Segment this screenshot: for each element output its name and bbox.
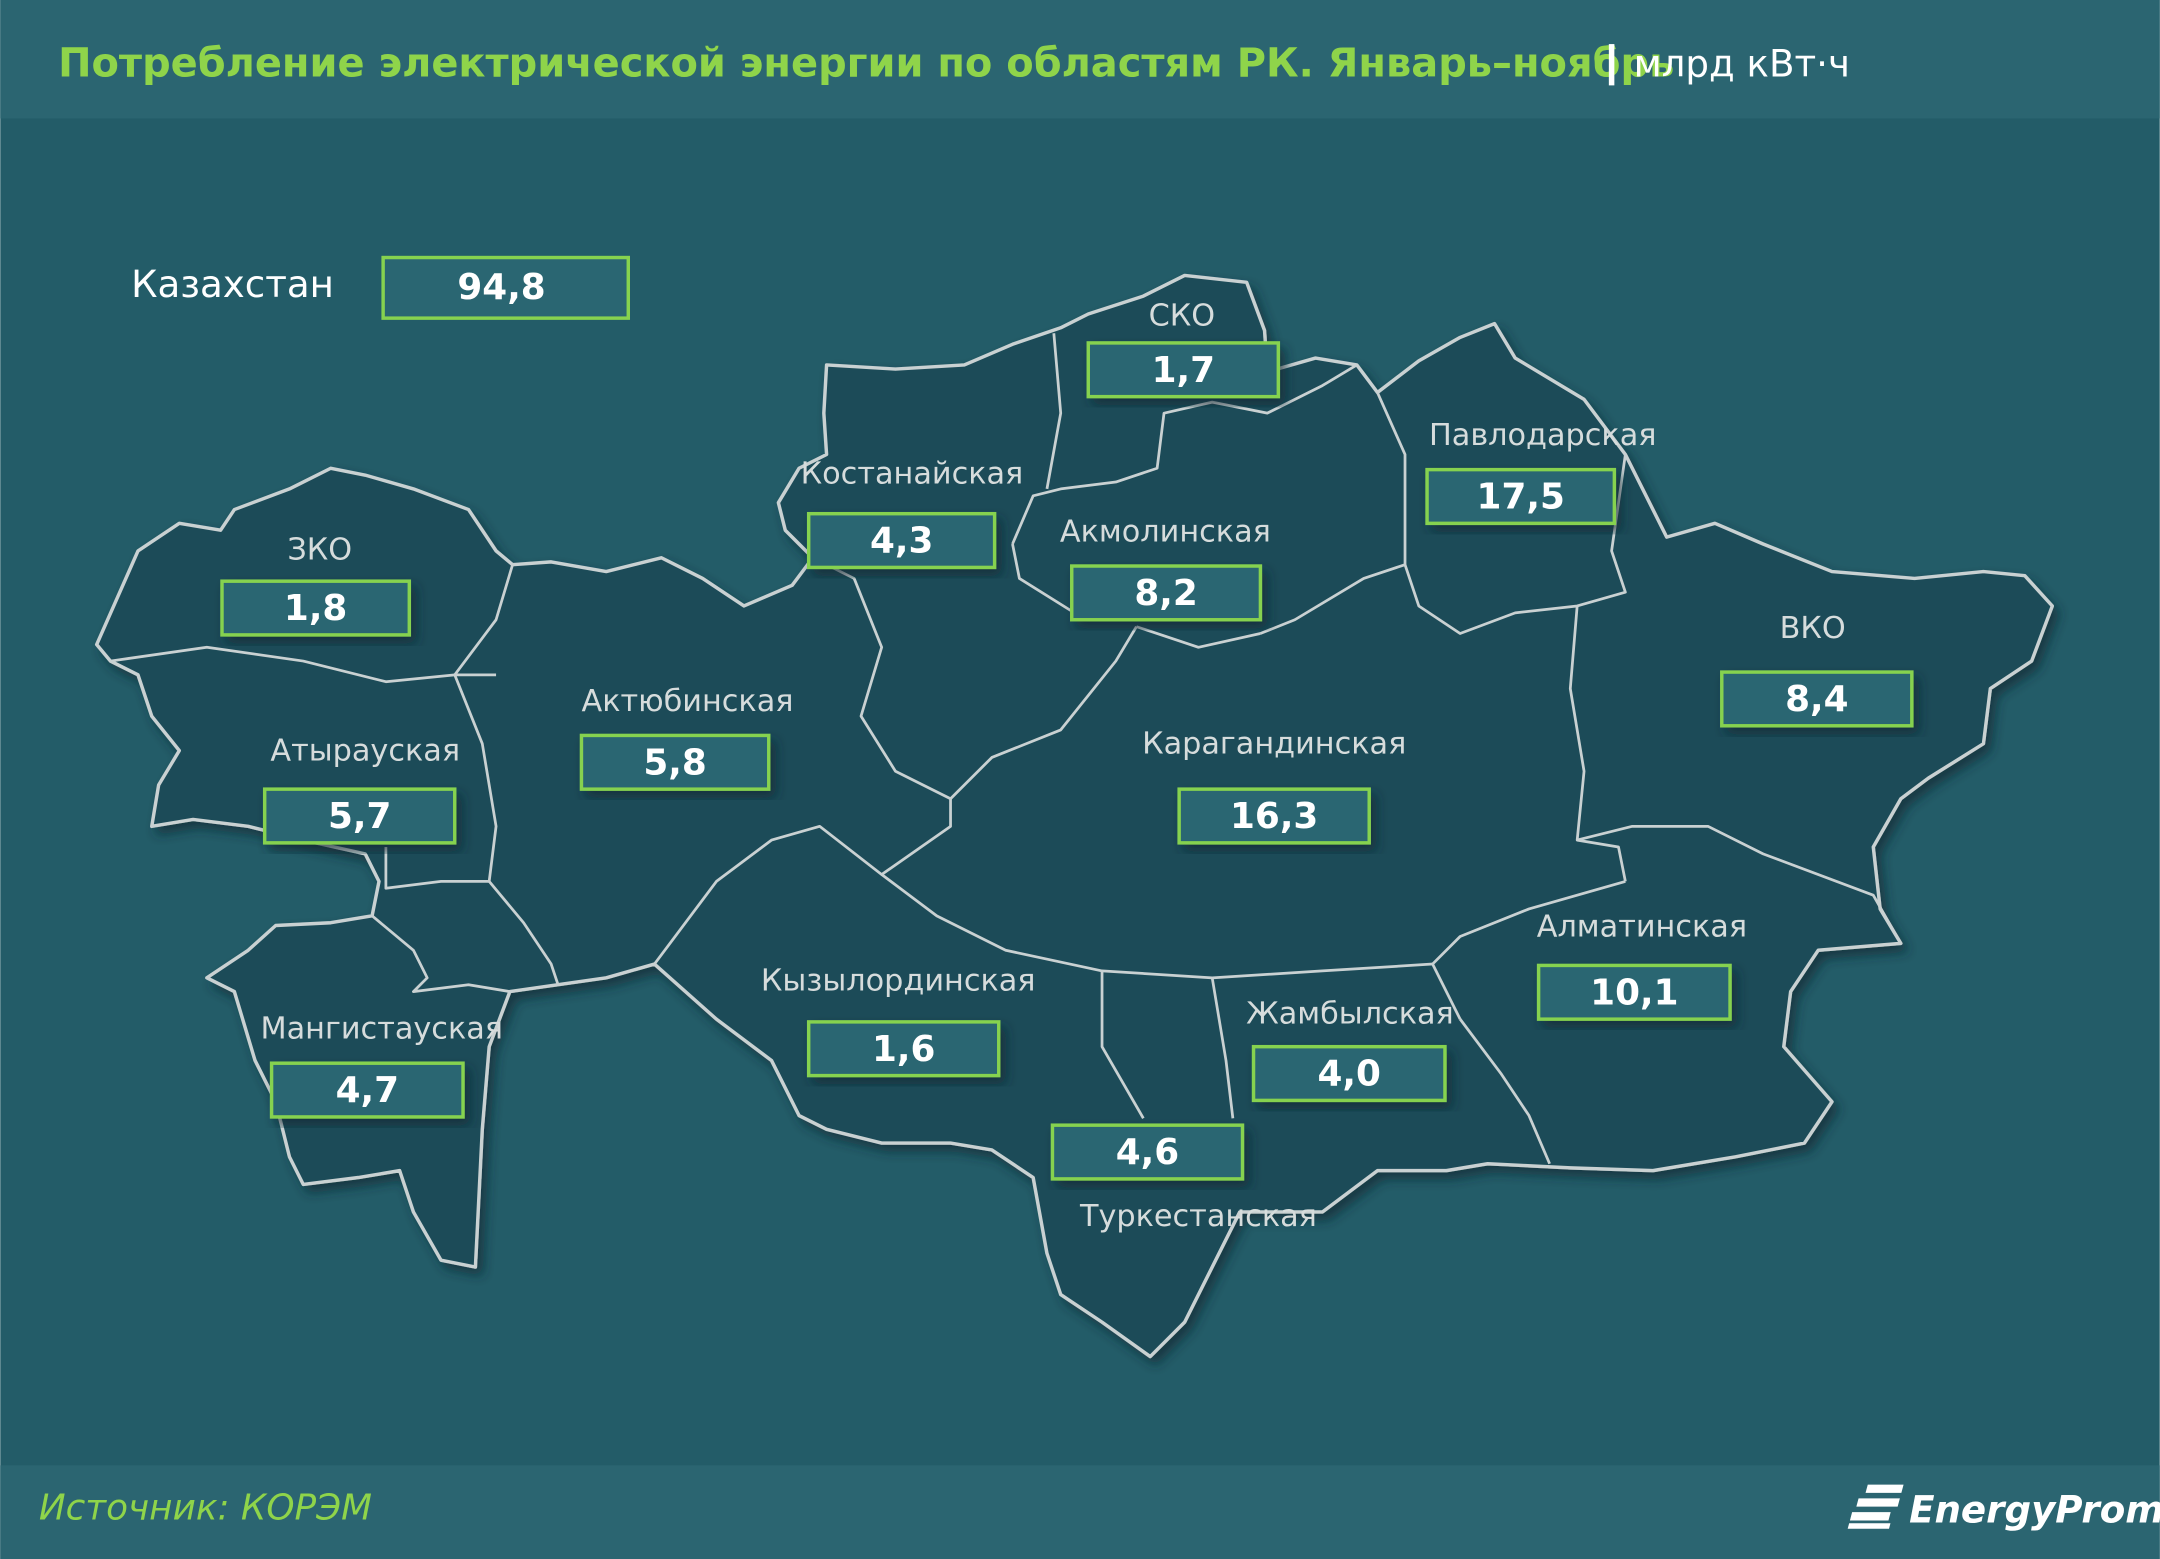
region-border xyxy=(1259,391,1407,635)
region-border xyxy=(1011,363,1358,545)
region-value: 1,6 xyxy=(872,1029,935,1070)
value-box xyxy=(1177,787,1371,845)
region-border xyxy=(1431,880,1626,1020)
region-border xyxy=(1011,543,1076,615)
value-box xyxy=(1536,963,1732,1021)
region-border xyxy=(1136,625,1261,649)
region-value: 5,7 xyxy=(328,796,391,837)
region-border xyxy=(384,846,490,890)
value-box xyxy=(269,1061,465,1119)
logo-text: EnergyProm xyxy=(1909,1488,2160,1532)
footer-band xyxy=(0,1465,2160,1559)
logo-bar xyxy=(1856,1498,1900,1507)
region-border xyxy=(1568,605,1627,882)
region-label: Павлодарская xyxy=(1429,418,1656,453)
region-value: 5,8 xyxy=(643,742,706,783)
region-labels: СКО 1,7 Павлодарская 17,5 Костанайская 4,3 Акм… xyxy=(220,298,1914,1234)
region-value: 4,0 xyxy=(1318,1054,1381,1095)
value-box xyxy=(806,1020,1001,1078)
value-box xyxy=(1070,564,1263,622)
region-value: 8,4 xyxy=(1785,679,1848,720)
value-box xyxy=(1425,467,1617,526)
region-value: 16,3 xyxy=(1230,796,1318,837)
region-label: СКО xyxy=(1149,298,1215,333)
country-map xyxy=(94,273,2055,1359)
country-outline xyxy=(94,273,2055,1359)
region-border xyxy=(653,798,952,965)
total-label: Казахстан xyxy=(131,262,334,306)
region-value: 4,3 xyxy=(870,521,933,562)
region-value: 10,1 xyxy=(1590,972,1678,1013)
region-border xyxy=(371,914,511,993)
title-separator xyxy=(1608,44,1615,86)
logo-icon xyxy=(1847,1484,1904,1529)
region-label: Алматинская xyxy=(1537,910,1747,945)
region-border xyxy=(1403,454,1627,635)
region-border xyxy=(1459,1018,1551,1165)
value-box xyxy=(1086,341,1281,399)
region-label: Туркестанская xyxy=(1079,1199,1317,1234)
region-label: Мангистауская xyxy=(260,1012,503,1047)
logo-bar xyxy=(1847,1523,1891,1529)
region-border xyxy=(1100,970,1145,1119)
region-border xyxy=(110,645,497,684)
region-value: 17,5 xyxy=(1477,477,1565,518)
region-value: 4,6 xyxy=(1116,1132,1179,1173)
source: Источник: КОРЭМ xyxy=(39,1487,372,1528)
region-border xyxy=(1045,333,1063,490)
total-box xyxy=(381,255,630,320)
unit: млрд кВт·ч xyxy=(1634,42,1850,86)
title: Потребление электрической энергии по обл… xyxy=(58,41,1674,87)
value-box xyxy=(806,511,997,570)
region-label: Жамбылская xyxy=(1246,997,1454,1032)
region-border xyxy=(1210,977,1235,1119)
region-label: ЗКО xyxy=(287,532,352,567)
region-border xyxy=(1576,824,1903,945)
value-box xyxy=(1050,1123,1245,1181)
region-label: Костанайская xyxy=(801,457,1024,492)
region-label: Акмолинская xyxy=(1060,514,1271,549)
value-box xyxy=(262,787,457,845)
value-box xyxy=(220,579,412,637)
value-box xyxy=(1720,670,1914,728)
region-border xyxy=(812,556,952,801)
region-label: Актюбинская xyxy=(581,684,793,719)
region-border xyxy=(453,564,514,676)
value-box xyxy=(1251,1044,1447,1103)
header-band xyxy=(0,0,2160,119)
region-value: 1,7 xyxy=(1152,350,1215,391)
total-value: 94,8 xyxy=(457,267,545,308)
logo-bar xyxy=(1865,1484,1904,1493)
region-label: Кызылординская xyxy=(761,963,1036,998)
region-label: ВКО xyxy=(1780,611,1846,646)
region-borders xyxy=(110,333,1903,1165)
value-box xyxy=(579,733,771,791)
logo-bar xyxy=(1849,1512,1891,1521)
region-label: Атырауская xyxy=(270,733,460,768)
region-label: Карагандинская xyxy=(1142,727,1406,762)
region-value: 4,7 xyxy=(336,1070,399,1111)
region-border xyxy=(949,625,1138,800)
region-value: 8,2 xyxy=(1134,573,1197,614)
region-value: 1,8 xyxy=(284,588,347,629)
